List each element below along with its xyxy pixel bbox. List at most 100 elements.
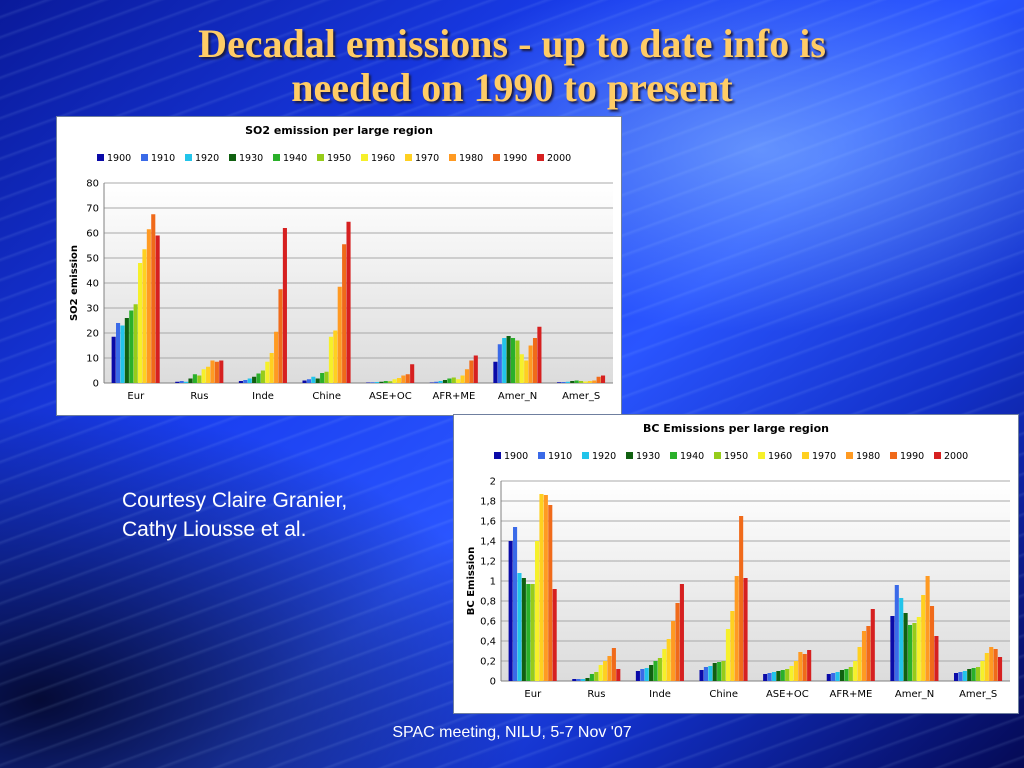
bar-Amer_N-1930 (903, 613, 908, 681)
bar-Amer_S-1940 (574, 380, 579, 383)
bar-AFR+ME-1950 (848, 667, 853, 681)
bar-Amer_N-1960 (519, 354, 524, 383)
bar-Rus-1970 (603, 661, 608, 681)
bar-Chine-1960 (328, 336, 333, 383)
bar-Eur-1990 (151, 214, 156, 383)
bar-Amer_N-2000 (537, 326, 542, 383)
bar-Chine-1930 (712, 663, 717, 681)
courtesy-note: Courtesy Claire Granier, Cathy Liousse e… (122, 486, 442, 544)
bar-Amer_S-1910 (958, 672, 963, 681)
courtesy-line-2: Cathy Liousse et al. (122, 518, 307, 541)
bar-ASE+OC-1990 (802, 654, 807, 681)
so2-x-tick-label: Chine (312, 391, 341, 402)
bar-Rus-1950 (197, 375, 202, 383)
bar-AFR+ME-1950 (451, 377, 456, 383)
bar-Amer_S-1920 (962, 671, 967, 681)
legend-swatch-1940 (273, 154, 280, 161)
bc-x-tick-label: Eur (524, 689, 542, 700)
bar-Amer_S-1930 (967, 669, 972, 681)
bar-Chine-1920 (708, 666, 713, 681)
bar-Amer_S-1910 (561, 382, 566, 383)
bc-y-tick-label: 1,6 (480, 517, 496, 528)
bar-Eur-1920 (120, 325, 125, 383)
bar-Inde-1900 (238, 381, 243, 383)
bar-AFR+ME-1930 (442, 380, 448, 383)
bar-Amer_S-1950 (975, 667, 981, 681)
bc-x-tick-label: Inde (649, 689, 671, 700)
bar-Amer_N-1920 (502, 338, 507, 383)
so2-y-tick-label: 20 (86, 329, 99, 340)
bar-ASE+OC-1920 (771, 672, 777, 681)
bar-AFR+ME-1900 (429, 382, 434, 383)
bar-ASE+OC-1900 (366, 382, 371, 383)
bar-Rus-1980 (607, 656, 612, 681)
legend-label-1930: 1930 (636, 451, 660, 462)
so2-y-tick-label: 30 (86, 304, 99, 315)
bar-ASE+OC-1940 (383, 381, 388, 383)
legend-swatch-2000 (934, 452, 941, 459)
legend-swatch-1960 (361, 154, 368, 161)
bar-AFR+ME-1930 (839, 670, 845, 681)
bar-Inde-1970 (269, 353, 274, 383)
legend-swatch-1910 (538, 452, 545, 459)
bar-AFR+ME-1990 (866, 626, 871, 681)
bar-Inde-1910 (243, 380, 248, 383)
bar-Amer_N-1970 (921, 595, 926, 681)
bar-Inde-1970 (666, 639, 671, 681)
bar-AFR+ME-1960 (853, 661, 858, 681)
legend-label-1910: 1910 (151, 153, 175, 164)
so2-x-tick-label: Eur (127, 391, 145, 402)
legend-swatch-1960 (758, 452, 765, 459)
bc-y-tick-label: 1,8 (480, 497, 496, 508)
bar-AFR+ME-1920 (438, 381, 443, 383)
bar-Inde-2000 (282, 228, 287, 383)
legend-label-1980: 1980 (856, 451, 880, 462)
bar-Chine-1940 (320, 373, 325, 383)
bar-Amer_N-1920 (899, 598, 904, 681)
legend-swatch-1930 (626, 452, 633, 459)
bar-Inde-2000 (679, 584, 684, 681)
so2-x-tick-label: ASE+OC (369, 391, 412, 402)
bar-AFR+ME-2000 (870, 609, 875, 681)
bar-ASE+OC-1970 (396, 378, 402, 383)
legend-label-1960: 1960 (371, 153, 395, 164)
legend-swatch-1990 (493, 154, 500, 161)
legend-swatch-1900 (97, 154, 104, 161)
so2-y-tick-label: 60 (86, 229, 99, 240)
so2-y-tick-label: 50 (86, 254, 99, 265)
bar-Amer_N-2000 (934, 636, 939, 681)
bc-y-tick-label: 1,4 (480, 537, 496, 548)
bar-Eur-1970 (539, 494, 544, 681)
bar-ASE+OC-1980 (401, 375, 406, 383)
bar-Chine-1910 (703, 667, 708, 681)
so2-chart-title: SO2 emission per large region (245, 124, 433, 137)
bc-x-tick-label: Rus (587, 689, 605, 700)
bar-ASE+OC-1910 (767, 673, 772, 681)
bar-AFR+ME-1910 (434, 381, 439, 383)
bar-Chine-1920 (311, 376, 316, 383)
so2-y-tick-label: 80 (86, 179, 99, 190)
legend-swatch-1900 (494, 452, 501, 459)
bar-AFR+ME-1970 (857, 647, 862, 681)
bar-Rus-1910 (179, 381, 184, 383)
bar-Amer_N-1910 (497, 344, 502, 383)
so2-x-tick-label: Amer_N (498, 391, 537, 402)
so2-y-tick-label: 70 (86, 204, 99, 215)
bc-y-tick-label: 0 (490, 677, 496, 688)
bar-Eur-1960 (138, 263, 143, 383)
legend-label-2000: 2000 (944, 451, 968, 462)
bar-Eur-1920 (517, 573, 522, 681)
bar-Rus-1920 (581, 679, 586, 681)
legend-swatch-1910 (141, 154, 148, 161)
bar-Chine-1900 (302, 380, 307, 383)
bar-Inde-1940 (653, 661, 658, 681)
bar-Inde-1900 (635, 671, 640, 681)
legend-label-1920: 1920 (592, 451, 616, 462)
bar-Amer_N-1900 (890, 616, 895, 681)
legend-swatch-1920 (185, 154, 192, 161)
bar-Chine-1980 (337, 286, 342, 383)
bar-Amer_S-1980 (592, 380, 597, 383)
so2-emission-chart: SO2 emission per large region 1900 1910 192… (69, 124, 613, 402)
bar-AFR+ME-1940 (447, 378, 452, 383)
bar-Eur-1950 (133, 304, 138, 383)
